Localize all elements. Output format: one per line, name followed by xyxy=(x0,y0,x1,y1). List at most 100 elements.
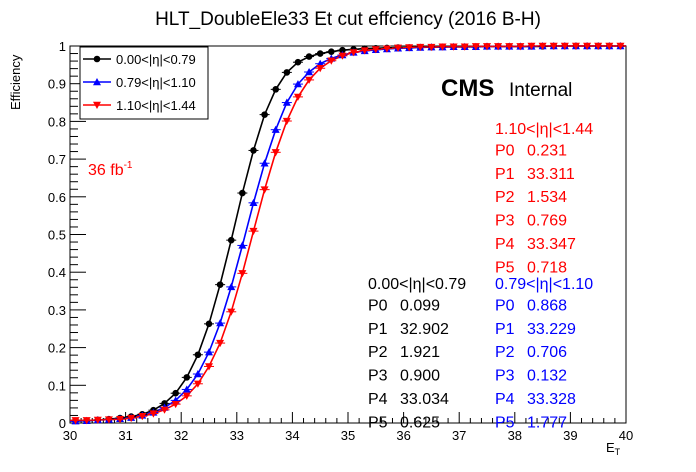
data-point-circle xyxy=(161,400,168,407)
fit-parameters: 0.00<|η|<0.79 P0 0.099 P1 32.902 P2 1.921 P3 0.9… xyxy=(368,121,593,431)
fit-param-name: P0 xyxy=(368,297,388,314)
y-tick-label: 0.1 xyxy=(48,378,66,393)
data-point-circle xyxy=(283,69,291,76)
data-point-circle xyxy=(93,55,101,63)
data-point-triangle-down xyxy=(560,42,569,50)
data-point-triangle-up xyxy=(216,319,225,327)
y-tick-label: 0.8 xyxy=(48,114,66,129)
fit-param-value: 0.099 xyxy=(400,297,440,314)
y-axis-label: Efficiency xyxy=(8,54,23,110)
data-point-circle xyxy=(294,58,302,66)
x-tick-label: 40 xyxy=(619,428,633,443)
fit-param-name: P4 xyxy=(495,391,515,408)
fit-param-name: P3 xyxy=(368,368,388,385)
data-point-triangle-up xyxy=(205,348,213,356)
data-point-triangle-down xyxy=(182,392,191,400)
data-point-triangle-up xyxy=(227,282,236,291)
data-point-triangle-up xyxy=(249,198,258,207)
legend-label: 0.00<|η|<0.79 xyxy=(116,52,196,67)
data-point-triangle-down xyxy=(494,43,503,51)
fit-param-name: P1 xyxy=(368,321,388,338)
fit-param-name: P5 xyxy=(495,414,515,431)
fit-params-header: 1.10<|η|<1.44 xyxy=(495,121,593,138)
data-point-triangle-down xyxy=(116,416,125,424)
x-tick-label: 37 xyxy=(452,428,466,443)
data-point-triangle-down xyxy=(138,413,147,421)
axis-ticks: 30 31 32 33 34 35 36 37 38 39 40 0 0.1 0.2 0.3 0.4 0.5 0.… xyxy=(48,39,633,443)
data-point-triangle-down xyxy=(549,42,558,50)
data-point-triangle-down xyxy=(338,52,347,60)
y-tick-label: 0.7 xyxy=(48,152,66,167)
data-point-triangle-up xyxy=(293,80,302,88)
data-point-triangle-down xyxy=(616,42,625,50)
luminosity-value: 36 fb xyxy=(88,162,124,179)
data-point-triangle-down xyxy=(93,101,101,109)
data-point-triangle-down xyxy=(405,44,414,52)
legend-entries: 0.00<|η|<0.79 0.79<|η|<1.10 1.10<|η|<1.44 xyxy=(83,52,196,113)
fit-param-name: P1 xyxy=(495,166,515,183)
fit-param-name: P0 xyxy=(495,142,515,159)
fit-param-name: P5 xyxy=(495,259,515,276)
legend: 0.00<|η|<0.79 0.79<|η|<1.10 1.10<|η|<1.44 xyxy=(79,46,209,120)
x-tick-label: 33 xyxy=(230,428,244,443)
internal-label: Internal xyxy=(509,80,572,101)
x-axis-label-main: E xyxy=(606,440,615,455)
fit-param-value: 0.132 xyxy=(527,368,567,385)
fit-param-value: 0.718 xyxy=(527,259,567,276)
data-point-triangle-down xyxy=(127,414,136,423)
y-tick-label: 0 xyxy=(59,416,66,431)
fit-param-value: 33.328 xyxy=(527,391,576,408)
chart-title: HLT_DoubleEle33 Et cut effciency (2016 B… xyxy=(155,9,541,30)
x-axis-label-sub: T xyxy=(615,447,621,457)
data-point-triangle-down xyxy=(583,42,592,50)
data-point-triangle-down xyxy=(93,416,102,424)
data-point-triangle-down xyxy=(149,410,158,418)
data-point-triangle-down xyxy=(249,227,258,236)
y-tick-label: 0.6 xyxy=(48,190,66,205)
fit-param-name: P3 xyxy=(495,368,515,385)
y-tick-label: 1 xyxy=(59,39,66,54)
data-point-triangle-down xyxy=(505,43,514,51)
data-point-triangle-down xyxy=(460,43,469,51)
data-point-circle xyxy=(172,389,179,397)
x-axis-label: ET xyxy=(606,440,621,457)
data-point-triangle-up xyxy=(260,159,269,167)
data-point-triangle-down xyxy=(394,44,403,52)
data-point-circle xyxy=(183,374,191,381)
x-tick-label: 39 xyxy=(563,428,577,443)
data-point-circle xyxy=(216,281,224,288)
fit-param-value: 0.769 xyxy=(527,213,567,230)
fit-param-value: 0.625 xyxy=(400,414,440,431)
y-tick-label: 0.4 xyxy=(48,265,66,280)
data-point-triangle-down xyxy=(382,45,391,53)
data-point-triangle-up xyxy=(271,125,280,133)
fit-param-name: P2 xyxy=(495,344,515,361)
fit-curve xyxy=(70,45,626,422)
data-point-triangle-up xyxy=(182,385,191,393)
data-point-triangle-up xyxy=(282,98,291,106)
fit-param-value: 33.034 xyxy=(400,391,449,408)
data-point-triangle-down xyxy=(538,42,547,50)
data-point-triangle-down xyxy=(449,43,458,51)
x-tick-label: 38 xyxy=(508,428,522,443)
data-point-triangle-down xyxy=(71,417,80,425)
data-point-triangle-down xyxy=(205,363,213,371)
data-point-triangle-down xyxy=(171,400,180,409)
data-point-triangle-down xyxy=(483,43,491,51)
data-point-triangle-up xyxy=(193,369,202,378)
luminosity-exponent: -1 xyxy=(124,160,133,171)
x-tick-label: 36 xyxy=(396,428,410,443)
x-tick-label: 31 xyxy=(118,428,132,443)
data-point-triangle-down xyxy=(271,149,280,157)
fit-param-name: P2 xyxy=(495,189,515,206)
data-point-triangle-down xyxy=(594,42,603,50)
legend-label: 1.10<|η|<1.44 xyxy=(116,98,196,113)
data-point-triangle-down xyxy=(227,308,236,316)
fit-param-name: P5 xyxy=(368,414,388,431)
data-point-triangle-down xyxy=(316,65,325,73)
fit-params-header: 0.00<|η|<0.79 xyxy=(368,276,466,293)
fit-param-name: P3 xyxy=(495,213,515,230)
data-point-circle xyxy=(194,351,202,359)
y-tick-label: 0.5 xyxy=(48,228,66,243)
